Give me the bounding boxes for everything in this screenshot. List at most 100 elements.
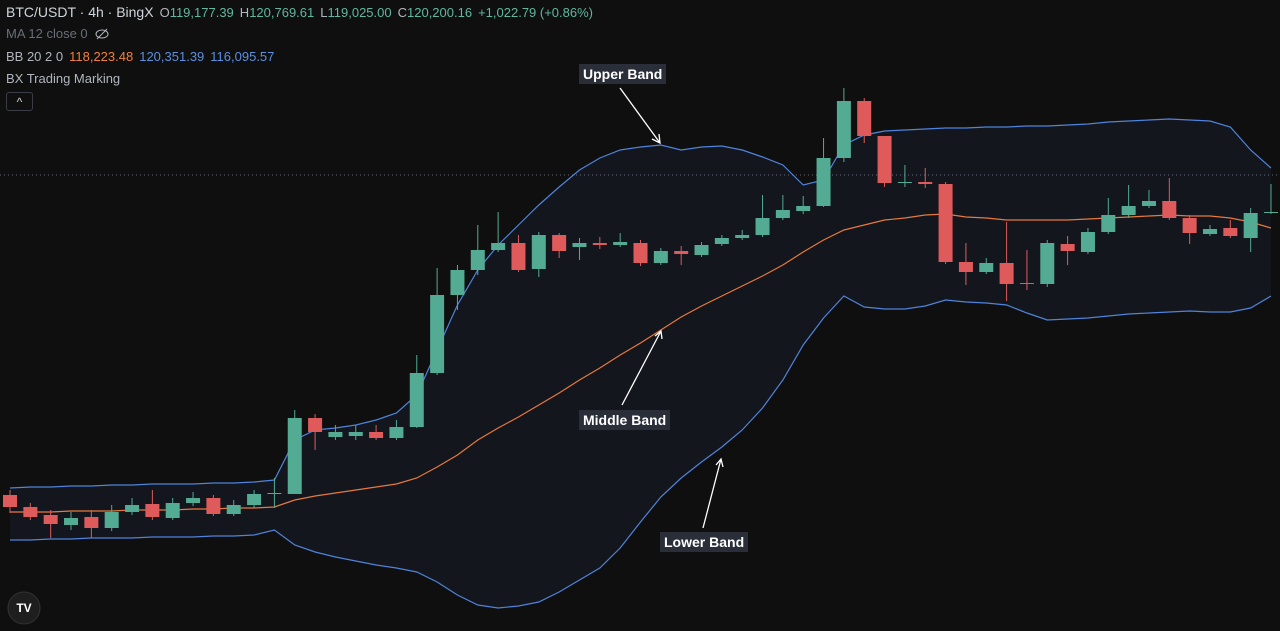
arrowhead xyxy=(654,329,663,340)
ma-label: MA 12 close 0 xyxy=(6,26,88,41)
candle-body xyxy=(918,182,933,184)
candle-body xyxy=(816,158,831,206)
annotation: Upper Band xyxy=(579,64,667,84)
candle-body xyxy=(308,418,323,432)
logo-mark: TV xyxy=(16,601,31,615)
candle-body xyxy=(694,245,709,255)
o-key: O xyxy=(159,4,170,20)
candle-body xyxy=(897,182,912,183)
annotation: Lower Band xyxy=(660,532,749,552)
arrow xyxy=(621,330,662,406)
candle-body xyxy=(755,218,770,235)
candle-body xyxy=(511,243,526,270)
candle-body xyxy=(84,517,99,528)
candle-body xyxy=(104,512,119,528)
bb-upper: 120,351.39 xyxy=(139,49,205,64)
logo[interactable] xyxy=(7,591,41,625)
candle-body xyxy=(1264,212,1278,213)
candle-body xyxy=(979,263,994,272)
candle-body xyxy=(23,507,38,517)
candle-body xyxy=(836,101,851,158)
h-key: H xyxy=(239,4,250,20)
change: +1,022.79 (+0.86%) xyxy=(478,4,593,20)
arrowhead xyxy=(651,133,661,145)
candle-body xyxy=(125,505,140,512)
candle-body xyxy=(64,518,79,525)
candle-body xyxy=(1162,201,1177,218)
candle-body xyxy=(1019,283,1034,284)
candle-body xyxy=(1101,215,1116,232)
bb-legend[interactable]: BB 20 2 0 118,223.48 120,351.39 116,095.… xyxy=(6,49,274,64)
bx-label: BX Trading Marking xyxy=(6,71,121,86)
candle-body xyxy=(877,136,892,183)
candle-body xyxy=(775,210,790,218)
candle-body xyxy=(348,432,363,436)
candle-body xyxy=(470,250,485,270)
candle-body xyxy=(552,235,567,251)
candle-body xyxy=(674,251,689,254)
arrowhead xyxy=(715,457,724,468)
candle-body xyxy=(450,270,465,295)
candle-body xyxy=(531,235,546,269)
candle-body xyxy=(491,243,506,250)
candle-body xyxy=(369,432,384,438)
candle-body xyxy=(613,242,628,245)
c-value: 120,200.16 xyxy=(407,4,473,20)
candle-body xyxy=(572,243,587,247)
annotation: Middle Band xyxy=(579,410,671,430)
candle-body xyxy=(165,503,180,518)
o-value: 119,177.39 xyxy=(169,4,234,20)
candle-body xyxy=(328,432,343,437)
candle-body xyxy=(430,295,445,373)
candle-body xyxy=(186,498,201,503)
candle-body xyxy=(592,243,607,245)
candle-body xyxy=(389,427,404,438)
candle-body xyxy=(958,262,973,272)
candle-body xyxy=(1243,213,1258,238)
bb-lower: 116,095.57 xyxy=(210,49,275,64)
ma-legend[interactable]: MA 12 close 0 xyxy=(6,26,110,41)
candle-body xyxy=(1060,244,1075,251)
candle-body xyxy=(1202,229,1217,234)
bb-label: BB 20 2 0 xyxy=(6,49,64,64)
band-lower xyxy=(10,295,1272,609)
candle-body xyxy=(999,263,1014,284)
l-value: 119,025.00 xyxy=(327,4,392,20)
arrows xyxy=(619,87,724,529)
candle-body xyxy=(1141,201,1156,206)
candle-body xyxy=(247,494,262,505)
bb-middle: 118,223.48 xyxy=(69,49,134,64)
candle-body xyxy=(43,515,58,524)
l-key: L xyxy=(320,4,328,20)
candle-body xyxy=(226,505,241,514)
arrow xyxy=(619,87,661,144)
candle-body xyxy=(1040,243,1055,284)
collapse-button[interactable]: ^ xyxy=(6,92,33,111)
symbol[interactable]: BTC/USDT · 4h · BingX xyxy=(6,4,154,20)
candle-body xyxy=(287,418,302,494)
candle-body xyxy=(409,373,424,427)
candle-body xyxy=(206,498,221,514)
candle-body xyxy=(1121,206,1136,215)
candle-body xyxy=(1223,228,1238,236)
candle-body xyxy=(938,184,953,262)
candle-body xyxy=(1182,218,1197,233)
candle-body xyxy=(857,101,872,136)
bx-legend[interactable]: BX Trading Marking xyxy=(6,71,120,86)
symbol-legend: BTC/USDT · 4h · BingX O119,177.39 H120,7… xyxy=(6,4,593,20)
hidden-icon[interactable] xyxy=(94,27,110,41)
candle-body xyxy=(796,206,811,211)
candle-body xyxy=(267,493,282,494)
candle-body xyxy=(3,495,17,507)
candle-body xyxy=(1080,232,1095,252)
candle-body xyxy=(145,504,160,517)
arrow xyxy=(702,458,722,529)
candle-body xyxy=(633,243,648,263)
plot-area xyxy=(3,88,1278,609)
h-value: 120,769.61 xyxy=(249,4,315,20)
candle-body xyxy=(735,235,750,238)
c-key: C xyxy=(397,4,407,20)
band-fill xyxy=(10,119,1271,608)
